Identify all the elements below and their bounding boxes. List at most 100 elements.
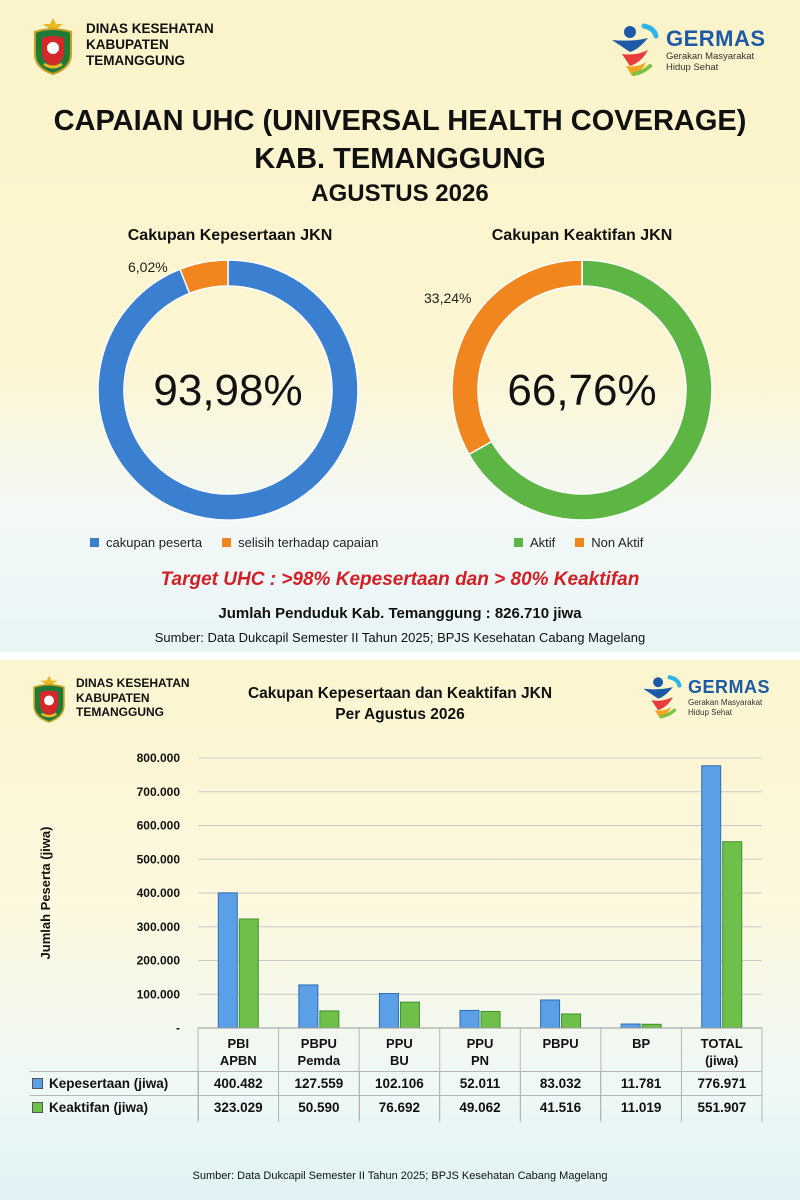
legend-swatch xyxy=(32,1102,43,1114)
germas-name: GERMAS xyxy=(688,677,771,698)
y-tick-label: - xyxy=(176,1021,180,1035)
donut-kepesertaan-slice-label: 6,02% xyxy=(128,259,168,275)
legend-swatch xyxy=(90,538,99,547)
org-header: DINAS KESEHATAN KABUPATEN TEMANGGUNG xyxy=(30,14,214,76)
population-text: Jumlah Penduduk Kab. Temanggung : 826.71… xyxy=(218,605,582,622)
bar-kepesertaan xyxy=(620,1023,641,1029)
table-cell: 102.106 xyxy=(358,1071,440,1096)
donut-kepesertaan-title: Cakupan Kepesertaan JKN xyxy=(127,227,333,244)
x-tick-label: TOTAL xyxy=(701,1036,743,1051)
main-subtitle: KAB. TEMANGGUNG xyxy=(254,143,546,175)
main-period: AGUSTUS 2026 xyxy=(311,180,489,207)
germas-figure-icon xyxy=(643,675,682,719)
germas-logo: GERMAS Gerakan Masyarakat Hidup Sehat xyxy=(608,22,766,78)
y-tick-label: 400.000 xyxy=(137,886,181,900)
main-title: CAPAIAN UHC (UNIVERSAL HEALTH COVERAGE) xyxy=(53,105,747,137)
germas-name: GERMAS xyxy=(666,26,766,52)
donut-keaktifan-center-value: 66,76% xyxy=(507,366,657,415)
x-tick-label: PN xyxy=(471,1053,489,1068)
table-cell: 11.781 xyxy=(600,1071,682,1096)
donut-keaktifan-legend: Aktif Non Aktif xyxy=(514,535,663,550)
bar-kepesertaan xyxy=(540,999,561,1029)
x-tick-label: PPU xyxy=(386,1036,413,1051)
germas-sub2: Hidup Sehat xyxy=(688,707,733,717)
org-name: DINAS KESEHATAN KABUPATEN TEMANGGUNG xyxy=(86,21,214,70)
x-tick-label: PPU xyxy=(467,1036,494,1051)
donut-keaktifan-title: Cakupan Keaktifan JKN xyxy=(491,227,673,244)
series-legend-cell: Keaktifan (jiwa) xyxy=(30,1095,198,1120)
table-row: Keaktifan (jiwa) 323.029 50.590 76.692 49.06… xyxy=(30,1095,762,1120)
y-tick-label: 100.000 xyxy=(137,987,181,1001)
x-tick-label: BP xyxy=(632,1036,650,1051)
bar-keaktifan xyxy=(722,841,743,1029)
legend-swatch xyxy=(514,538,523,547)
table-cell: 400.482 xyxy=(197,1071,279,1096)
uhc-target-text: Target UHC : >98% Kepesertaan dan > 80% … xyxy=(160,569,640,590)
germas-logo-bottom: GERMAS Gerakan Masyarakat Hidup Sehat xyxy=(640,674,770,720)
y-tick-label: 800.000 xyxy=(137,751,181,765)
jkn-bar-chart: - 100.000 200.000 300.000 400.000 500.000 600.… xyxy=(38,751,763,1122)
series-name: Kepesertaan (jiwa) xyxy=(49,1076,169,1091)
org-line2: KABUPATEN xyxy=(76,690,150,705)
y-tick-label: 600.000 xyxy=(137,819,181,833)
bar-kepesertaan xyxy=(217,892,238,1029)
x-tick-label: PBPU xyxy=(543,1036,579,1051)
x-tick-label: BU xyxy=(390,1053,409,1068)
legend-swatch xyxy=(222,538,232,547)
bar-chart-title: Cakupan Kepesertaan dan Keaktifan JKN xyxy=(247,685,553,702)
legend-label: selisih terhadap capaian xyxy=(238,535,379,550)
donut-keaktifan-slice-label: 33,24% xyxy=(424,290,472,306)
source-text-bottom: Sumber: Data Dukcapil Semester II Tahun … xyxy=(192,1170,608,1182)
donut-slice-non-aktif xyxy=(451,259,583,456)
panel-divider xyxy=(0,652,800,660)
legend-label: cakupan peserta xyxy=(106,535,203,550)
table-cell: 127.559 xyxy=(278,1071,360,1096)
legend-label: Non Aktif xyxy=(591,535,644,550)
table-cell: 41.516 xyxy=(519,1095,601,1120)
table-cell: 11.019 xyxy=(600,1095,682,1120)
germas-sub2: Hidup Sehat xyxy=(666,62,719,73)
y-tick-label: 700.000 xyxy=(137,785,181,799)
germas-figure-icon xyxy=(612,23,659,76)
source-text-top: Sumber: Data Dukcapil Semester II Tahun … xyxy=(154,630,646,645)
x-tick-label: Pemda xyxy=(298,1053,341,1068)
bar-kepesertaan xyxy=(701,765,722,1029)
temanggung-emblem-icon xyxy=(34,18,72,76)
donut-kepesertaan-legend: cakupan peserta selisih terhadap capaian xyxy=(90,535,398,550)
legend-swatch xyxy=(32,1078,43,1089)
series-legend-cell: Kepesertaan (jiwa) xyxy=(30,1071,198,1096)
org-line2: KABUPATEN xyxy=(86,36,169,52)
table-cell: 50.590 xyxy=(278,1095,360,1120)
x-tick-label: PBI xyxy=(227,1036,249,1051)
bar-keaktifan xyxy=(399,1001,420,1029)
legend-item-aktif: Aktif xyxy=(514,535,555,550)
uhc-summary-panel: DINAS KESEHATAN KABUPATEN TEMANGGUNG GER… xyxy=(0,0,800,652)
bar-kepesertaan xyxy=(298,984,319,1029)
donut-slice-selisih-terhadap-capaian xyxy=(179,259,229,295)
x-tick-label: APBN xyxy=(220,1053,257,1068)
y-tick-label: 200.000 xyxy=(137,954,181,968)
bar-keaktifan xyxy=(561,1013,582,1029)
bar-keaktifan xyxy=(480,1010,501,1029)
legend-swatch xyxy=(575,538,585,547)
table-cell: 52.011 xyxy=(439,1071,521,1096)
germas-sub1: Gerakan Masyarakat xyxy=(688,698,763,708)
x-tick-label: (jiwa) xyxy=(705,1053,738,1068)
table-cell: 76.692 xyxy=(358,1095,440,1120)
series-name: Keaktifan (jiwa) xyxy=(49,1100,149,1116)
org-line3: TEMANGGUNG xyxy=(76,705,164,720)
legend-label: Aktif xyxy=(530,535,556,550)
bar-keaktifan xyxy=(641,1023,662,1029)
table-cell: 323.029 xyxy=(197,1095,279,1120)
germas-sub1: Gerakan Masyarakat xyxy=(666,51,755,63)
org-header-bottom: DINAS KESEHATAN KABUPATEN TEMANGGUNG xyxy=(30,672,190,724)
donut-keaktifan-chart xyxy=(451,259,713,521)
table-cell: 551.907 xyxy=(680,1095,762,1120)
legend-item-non-aktif: Non Aktif xyxy=(575,535,643,550)
bar-keaktifan xyxy=(238,918,259,1029)
donut-slice-cakupan-peserta xyxy=(97,259,359,521)
table-row: Kepesertaan (jiwa) 400.482 127.559 102.106 5… xyxy=(30,1071,762,1096)
table-cell: 83.032 xyxy=(519,1071,601,1096)
table-cell: 776.971 xyxy=(680,1071,762,1096)
y-tick-label: 300.000 xyxy=(137,920,181,934)
